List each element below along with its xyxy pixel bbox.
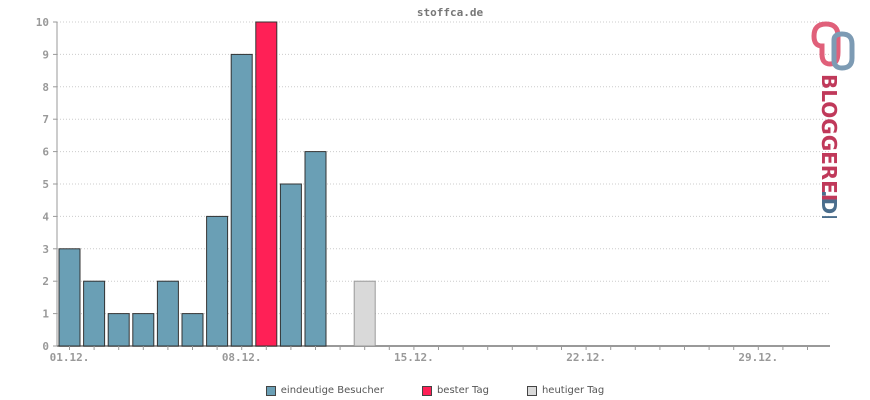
y-tick-label: 8 [42,81,49,94]
x-tick-label: 08.12. [222,351,262,364]
bar-02.12. [83,280,106,347]
logo-text: BLOGGEREI [817,74,841,201]
y-tick-label: 3 [42,243,49,256]
y-tick-label: 4 [42,210,49,223]
x-tick-label: 22.12. [566,351,606,364]
bar-08.12. [230,53,253,347]
bar-10.12. [279,183,302,347]
logo-suffix: .DE [817,190,841,218]
x-tick-label: 15.12. [394,351,434,364]
y-tick-label: 7 [42,113,49,126]
y-tick-label: 10 [36,16,49,29]
legend-swatch-best-day [421,385,432,396]
bar-01.12. [58,248,81,347]
y-tick-label: 0 [42,340,49,353]
y-tick-label: 5 [42,178,49,191]
bar-03.12. [107,313,130,347]
chart-title: stoffca.de [417,6,484,19]
bar-04.12. [132,313,155,347]
y-tick-label: 2 [42,275,49,288]
legend-label-best-day: bester Tag [436,385,489,396]
bars [58,21,376,347]
bar-06.12. [181,313,204,347]
bloggerei-logo-mark: BLOGGEREI .DE [811,21,855,228]
legend-label-visitors: eindeutige Besucher [280,385,384,396]
bar-05.12. [156,280,179,347]
legend-item-visitors: eindeutige Besucher [265,385,384,396]
y-tick-label: 1 [42,308,49,321]
legend-swatch-today [526,385,537,396]
bar-11.12. [304,151,327,347]
bar-13.12. [353,280,376,347]
legend-item-today: heutiger Tag [526,385,605,396]
bar-07.12. [206,215,229,347]
legend-item-best-day: bester Tag [421,385,489,396]
x-tick-label: 01.12. [50,351,90,364]
bloggerei-logo: BLOGGEREI .DE [808,18,858,228]
x-tick-label: 29.12. [738,351,778,364]
x-axis-ticks: 01.12. 08.12. 15.12. 22.12. 29.12. [50,346,808,364]
legend-swatch-visitors [265,385,276,396]
y-axis-ticks: 0 1 2 3 4 5 6 7 8 9 10 [36,16,50,353]
legend-label-today: heutiger Tag [541,385,605,396]
y-tick-label: 9 [42,48,49,61]
y-tick-label: 6 [42,146,49,159]
bar-09.12. [255,21,278,347]
legend: eindeutige Besucher bester Tag heutiger … [0,385,870,396]
